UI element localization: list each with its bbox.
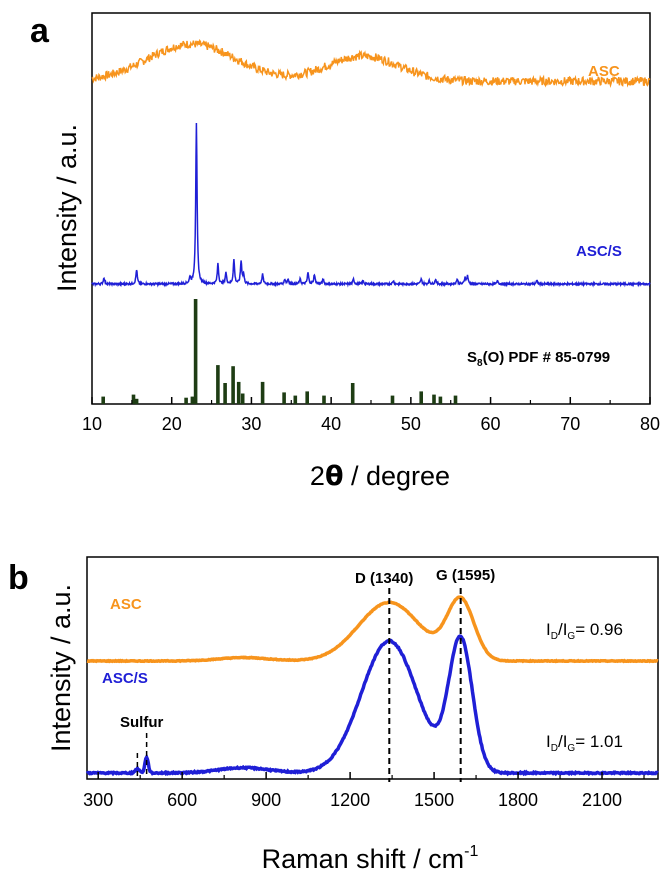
pdf-stick-0 [101,396,105,404]
pdf-stick-1 [131,394,136,404]
series-asc-raman [86,595,659,664]
ratio-asc-d: D [551,631,558,642]
pdf-stick-2 [134,398,139,405]
pdf-stick-4 [190,396,195,404]
pdf-stick-15 [322,395,326,404]
ratio-ascs-val: = 1.01 [575,732,623,751]
label-d-band: D (1340) [355,570,413,587]
x-axis-label-a: 2θ / degree [310,461,450,492]
panel-letter-a: a [30,12,50,50]
tick-label-a-0: 10 [82,414,102,434]
ratio-asc-slash: /I [558,620,567,639]
pdf-stick-17 [390,395,395,404]
pdf-stick-7 [223,383,227,404]
label-sulfur: Sulfur [120,714,163,731]
label-pdf-s: S [467,349,477,366]
pdf-stick-9 [236,381,241,404]
ratio-ascs-g: G [567,743,575,754]
x-label-a-rest: / degree [344,461,451,491]
pdf-stick-21 [453,395,458,404]
tick-label-a-4: 50 [401,414,421,434]
pdf-stick-5 [193,299,198,404]
series-ascs-xrd [91,122,651,288]
ratio-ascs-d: D [551,743,558,754]
ratio-asc-val: = 0.96 [575,620,623,639]
tick-label-a-1: 20 [162,414,182,434]
x-label-a-theta: θ [325,461,344,492]
series-pdf-sticks [101,299,458,405]
series-asc-xrd [91,38,651,88]
x-label-b-sup: -1 [464,843,478,860]
label-asc-b: ASC [110,596,142,613]
label-g-band: G (1595) [436,567,495,584]
pdf-stick-6 [216,365,220,404]
pdf-stick-14 [305,391,309,404]
tick-label-b-0: 300 [83,790,113,810]
y-axis-label-a: Intensity / a.u. [52,124,82,292]
pdf-stick-13 [293,395,298,404]
panel-a-x-ticks: 10 20 30 40 50 60 70 80 [82,397,660,434]
panel-b-frame [86,556,659,780]
tick-label-a-3: 40 [321,414,341,434]
tick-label-b-5: 1800 [498,790,538,810]
panel-a-plot: 10 20 30 40 50 60 70 80 ASC ASC/S S8(O) PDF # 8… [52,12,660,492]
ratio-ascs: ID/IG= 1.01 [546,732,623,754]
label-pdf-sub: 8 [477,358,483,369]
pdf-stick-10 [240,393,245,404]
ratio-ascs-i: I [546,732,551,751]
tick-label-a-5: 60 [481,414,501,434]
tick-label-b-3: 1200 [330,790,370,810]
ratio-asc-i: I [546,620,551,639]
tick-label-b-4: 1500 [414,790,454,810]
panel-b-plot: 300 600 900 1200 1500 1800 2100 D (1340) G (15… [46,556,659,874]
pdf-stick-8 [231,366,235,404]
tick-label-a-2: 30 [241,414,261,434]
panel-a-frame [91,12,651,405]
x-axis-label-b: Raman shift / cm-1 [262,843,479,874]
tick-label-a-7: 80 [640,414,660,434]
panel-letter-b: b [8,559,29,597]
label-pdf-rest: (O) PDF # 85-0799 [483,349,611,366]
pdf-stick-12 [282,392,286,404]
tick-label-a-6: 70 [560,414,580,434]
label-ascs-b: ASC/S [102,670,148,687]
pdf-stick-19 [432,394,436,404]
pdf-stick-3 [184,397,188,404]
pdf-stick-11 [260,381,265,404]
ratio-asc: ID/IG= 0.96 [546,620,623,642]
pdf-stick-20 [438,396,443,404]
x-label-a-2: 2 [310,461,325,491]
label-asc-a: ASC [588,63,620,80]
pdf-stick-18 [419,391,423,404]
tick-label-b-6: 2100 [582,790,622,810]
ratio-asc-g: G [567,631,575,642]
x-label-b-main: Raman shift / cm [262,844,465,874]
ratio-ascs-slash: /I [558,732,567,751]
tick-label-b-2: 900 [251,790,281,810]
label-pdf-card: S8(O) PDF # 85-0799 [467,349,610,369]
label-ascs-a: ASC/S [576,243,622,260]
pdf-stick-16 [350,383,355,404]
tick-label-b-1: 600 [167,790,197,810]
y-axis-label-b: Intensity / a.u. [46,584,76,752]
panel-b-x-ticks: 300 600 900 1200 1500 1800 2100 [83,772,645,810]
